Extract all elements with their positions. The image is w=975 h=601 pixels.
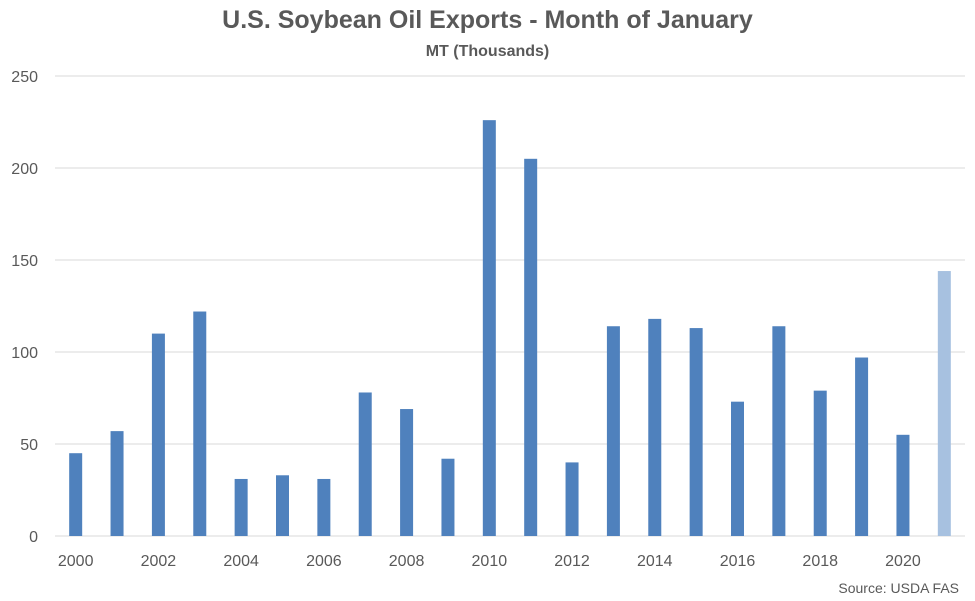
chart-subtitle: MT (Thousands) (425, 43, 550, 60)
bar-2000 (69, 453, 83, 536)
bar-2002 (151, 333, 165, 536)
bar-2006 (317, 478, 331, 536)
x-tick-label: 2008 (389, 553, 425, 570)
bar-2008 (400, 409, 414, 536)
bar-2017 (772, 326, 786, 536)
x-axis-tick-labels: 2000 2002 2004 2006 2008 2010 2012 2014 2016 2018… (58, 553, 921, 570)
bar-2018 (813, 390, 827, 536)
source-note: Source: USDA FAS (838, 580, 959, 596)
y-tick-label: 250 (11, 69, 38, 86)
y-tick-label: 200 (11, 161, 38, 178)
bar-2014 (648, 318, 662, 536)
x-tick-label: 2010 (472, 553, 508, 570)
bar-2001 (110, 431, 124, 536)
bar-2010 (482, 120, 496, 536)
x-tick-label: 2020 (885, 553, 921, 570)
bar-2003 (193, 311, 207, 536)
x-tick-label: 2000 (58, 553, 94, 570)
gridlines (55, 75, 965, 537)
y-axis-tick-labels: 0 50 100 150 200 250 (11, 69, 38, 546)
bar-2011 (524, 158, 538, 537)
x-tick-label: 2014 (637, 553, 673, 570)
bars (69, 120, 951, 537)
x-tick-label: 2002 (141, 553, 177, 570)
x-tick-label: 2016 (720, 553, 756, 570)
bar-2007 (358, 392, 372, 536)
bar-2005 (276, 475, 289, 536)
bar-2004 (234, 478, 248, 536)
bar-2012 (565, 462, 579, 536)
bar-2009 (441, 458, 455, 536)
bar-2019 (855, 357, 869, 536)
x-tick-label: 2004 (223, 553, 259, 570)
bar-2013 (606, 326, 620, 536)
x-tick-label: 2006 (306, 553, 342, 570)
bar-2015 (689, 328, 703, 536)
bar-2016 (731, 401, 744, 536)
y-tick-label: 100 (11, 345, 38, 362)
bar-2021 (937, 271, 951, 536)
y-tick-label: 0 (29, 529, 38, 546)
bar-2020 (896, 434, 910, 536)
y-tick-label: 50 (20, 437, 38, 454)
chart-title: U.S. Soybean Oil Exports - Month of Janu… (222, 6, 753, 34)
x-tick-label: 2018 (802, 553, 838, 570)
y-tick-label: 150 (11, 253, 38, 270)
x-tick-label: 2012 (554, 553, 590, 570)
